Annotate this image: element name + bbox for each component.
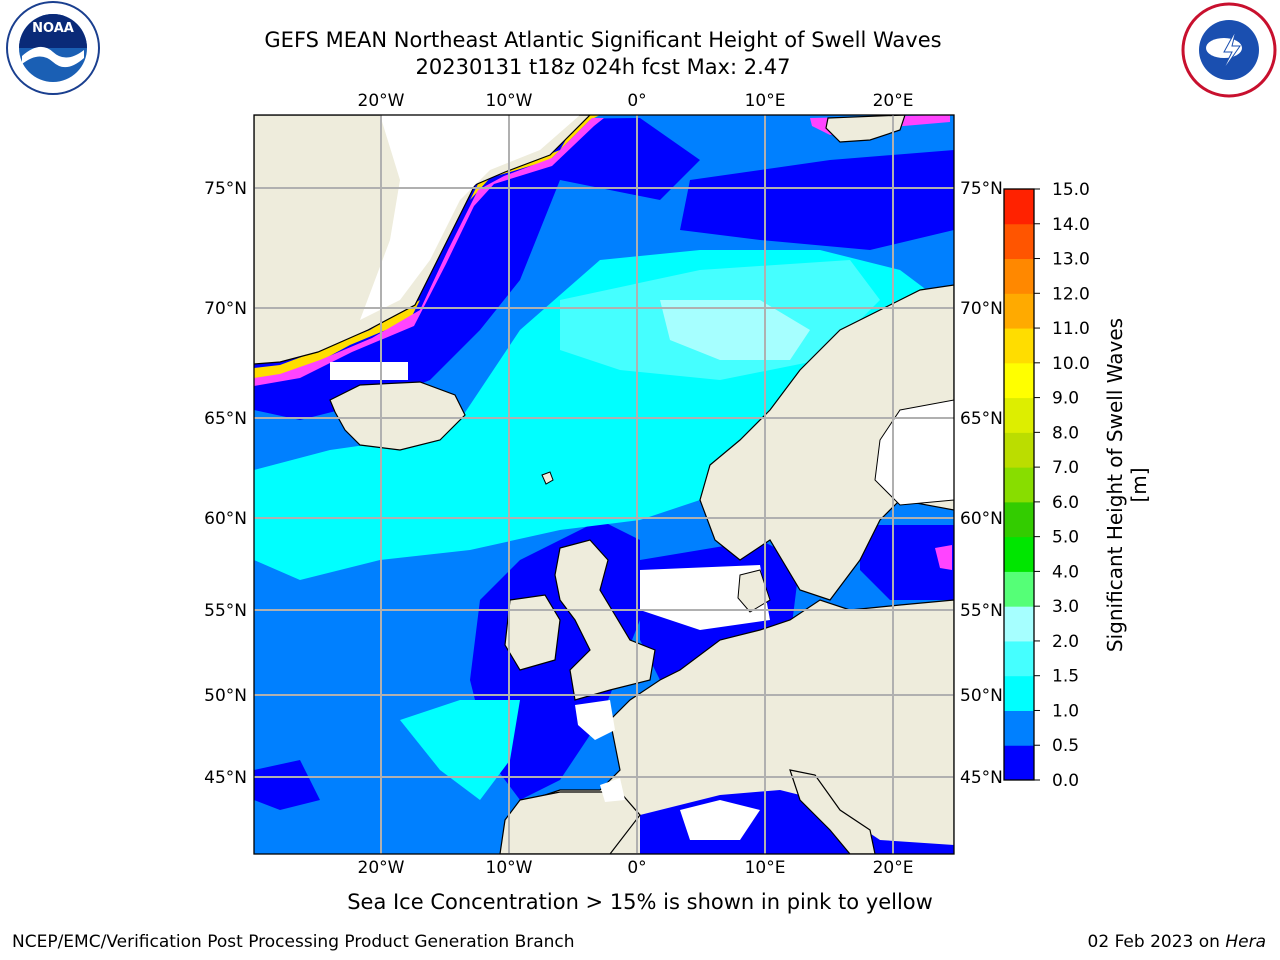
- sea-ice-edge: [254, 115, 600, 380]
- svalbard-land: [825, 115, 906, 143]
- lon-tick-label-top: 10°W: [486, 91, 533, 111]
- svg-text:NOAA: NOAA: [32, 21, 74, 36]
- colorbar-tick-label: 0.5: [1052, 736, 1079, 756]
- lat-tick-label-left: 65°N: [204, 409, 247, 429]
- colorbar-tick-label: 9.0: [1052, 389, 1079, 409]
- lat-tick-label-left: 60°N: [204, 509, 247, 529]
- scandinavia-land: [699, 284, 954, 601]
- footer-date-text: 02 Feb 2023 on: [1087, 932, 1226, 952]
- colorbar-segment: [1004, 675, 1034, 711]
- national-weather-service-logo: [1181, 2, 1277, 98]
- colorbar-label: Significant Height of Swell Waves [m]: [1103, 317, 1151, 653]
- map-gridlines: [254, 115, 954, 854]
- colorbar-tick-label: 2.0: [1052, 632, 1079, 652]
- colorbar-segment: [1004, 397, 1034, 433]
- colorbar-tick-label: 5.0: [1052, 528, 1079, 548]
- lon-tick-label-bottom: 10°E: [745, 858, 786, 878]
- footer-host: Hera: [1225, 932, 1266, 952]
- lon-tick-label-bottom: 20°E: [873, 858, 914, 878]
- colorbar-tick-label: 3.0: [1052, 597, 1079, 617]
- colorbar-tick-label: 11.0: [1052, 319, 1090, 339]
- colorbar-segment: [1004, 606, 1034, 642]
- colorbar-segment: [1004, 223, 1034, 260]
- lat-tick-label-right: 50°N: [960, 686, 1003, 706]
- lon-tick-label-top: 0°: [627, 91, 646, 111]
- lat-tick-label-left: 45°N: [204, 768, 247, 788]
- colorbar-segment: [1004, 432, 1034, 468]
- colorbar-frame: [1003, 188, 1035, 781]
- chart-subtitle: 20230131 t18z 024h fcst Max: 2.47: [415, 55, 791, 79]
- ireland-land: [504, 594, 561, 671]
- lat-tick-label-right: 70°N: [960, 299, 1003, 319]
- lat-tick-label-right: 75°N: [960, 179, 1003, 199]
- colorbar-segment: [1004, 467, 1034, 503]
- colorbar-segment: [1004, 640, 1034, 677]
- lat-tick-label-left: 50°N: [204, 686, 247, 706]
- lon-tick-label-bottom: 20°W: [358, 858, 405, 878]
- colorbar-segment: [1004, 328, 1034, 364]
- colorbar-tick-label: 4.0: [1052, 562, 1079, 582]
- colorbar-tick-label: 10.0: [1052, 354, 1090, 374]
- iberia-land: [499, 791, 641, 854]
- colorbar-segment: [1004, 745, 1034, 781]
- colorbar-tick-label: 0.0: [1052, 771, 1079, 791]
- colorbar-tick-label: 14.0: [1052, 215, 1090, 235]
- colorbar-tick-label: 1.0: [1052, 701, 1079, 721]
- lat-tick-label-left: 75°N: [204, 179, 247, 199]
- colorbar-segment: [1004, 571, 1034, 607]
- swell-band-2.0-3.0: [660, 300, 810, 360]
- lon-tick-label-bottom: 0°: [627, 858, 646, 878]
- map-frame: [253, 114, 955, 855]
- lon-tick-label-bottom: 10°W: [486, 858, 533, 878]
- colorbar-tick-label: 13.0: [1052, 250, 1090, 270]
- colorbar-segment: [1004, 258, 1034, 294]
- colorbar-segment: [1004, 710, 1034, 746]
- colorbar-segment: [1004, 536, 1034, 572]
- colorbar-tick-label: 6.0: [1052, 493, 1079, 513]
- footer-date: 02 Feb 2023 on Hera: [1088, 932, 1266, 952]
- lon-tick-label-top: 20°W: [358, 91, 405, 111]
- colorbar-tick-label: 12.0: [1052, 284, 1090, 304]
- noaa-logo: NOAA: [6, 1, 100, 95]
- lat-tick-label-right: 45°N: [960, 768, 1003, 788]
- iceland-land: [329, 381, 466, 451]
- italy-land: [789, 769, 876, 854]
- colorbar-tick-label: 15.0: [1052, 180, 1090, 200]
- sea-ice-caption: Sea Ice Concentration > 15% is shown in …: [347, 890, 933, 914]
- colorbar-segment: [1004, 189, 1034, 225]
- colorbar-tick-label: 1.5: [1052, 667, 1079, 687]
- footer-credit: NCEP/EMC/Verification Post Processing Pr…: [12, 932, 575, 952]
- lat-tick-label-left: 55°N: [204, 601, 247, 621]
- lat-tick-label-right: 65°N: [960, 409, 1003, 429]
- colorbar-tick-label: 8.0: [1052, 423, 1079, 443]
- lat-tick-label-right: 60°N: [960, 509, 1003, 529]
- lon-tick-label-top: 20°E: [873, 91, 914, 111]
- colorbar-segment: [1004, 362, 1034, 399]
- colorbar-segment: [1004, 293, 1034, 329]
- lat-tick-label-right: 55°N: [960, 601, 1003, 621]
- colorbar-segment: [1004, 501, 1034, 538]
- colorbar: 15.0 14.0 13.0 12.0 11.0 10.0 9.0 8.0 7.0 6.0 5.0 4…: [1003, 180, 1090, 791]
- colorbar-tick-label: 7.0: [1052, 458, 1079, 478]
- lat-tick-label-left: 70°N: [204, 299, 247, 319]
- lon-tick-label-top: 10°E: [745, 91, 786, 111]
- chart-title: GEFS MEAN Northeast Atlantic Significant…: [264, 28, 942, 52]
